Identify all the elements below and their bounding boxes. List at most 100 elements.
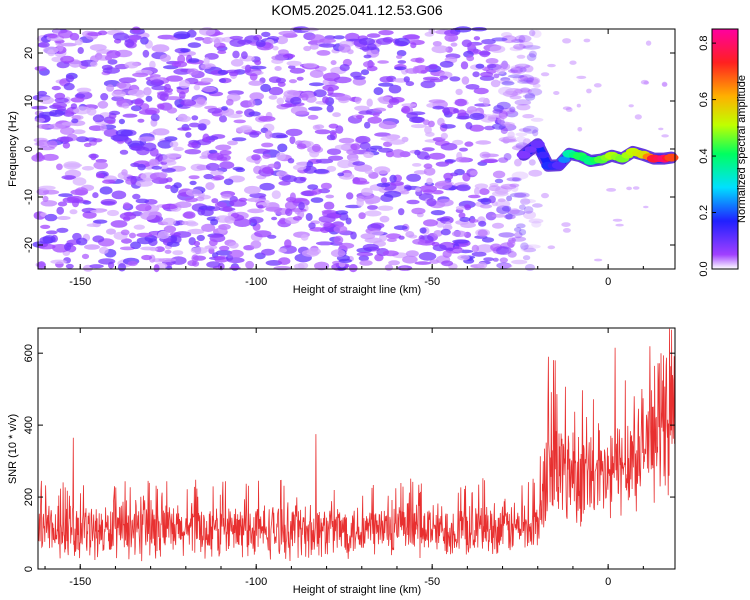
spectrogram-noise-blob	[334, 144, 351, 150]
spectrogram-speckle	[576, 75, 587, 79]
spectrogram-noise-blob	[217, 50, 227, 54]
spectrogram-noise-blob	[181, 220, 189, 226]
snr-line-path	[37, 328, 676, 562]
spectrogram-x-tick-label: 0	[605, 276, 611, 288]
spectrogram-noise-blob	[57, 43, 64, 52]
spectrogram-noise-blob	[314, 129, 331, 135]
spectrogram-noise-blob	[84, 244, 100, 250]
spectrogram-noise-blob	[377, 205, 394, 211]
spectrogram-noise-blob	[402, 255, 418, 264]
spectrogram-noise-blob	[51, 56, 64, 63]
spectrogram-noise-blob	[45, 230, 58, 235]
spectrogram-speckle	[562, 228, 571, 233]
spectrogram-x-tick-label: -50	[424, 276, 440, 288]
spectrogram-noise-blob	[92, 235, 105, 243]
spectrogram-noise-blob	[440, 142, 458, 151]
spectrogram-noise-blob	[227, 257, 245, 264]
spectrogram-noise-blob	[258, 115, 276, 122]
spectrogram-noise-blob	[370, 222, 385, 229]
spectrogram-noise-blob	[86, 223, 101, 227]
spectrogram-noise-blob	[203, 57, 210, 66]
spectrogram-noise-blob	[396, 50, 407, 57]
spectrogram-noise-blob	[526, 76, 541, 85]
spectrogram-noise-blob	[207, 108, 223, 114]
spectrogram-noise-blob	[354, 105, 370, 112]
spectrogram-noise-blob	[99, 246, 109, 254]
spectrogram-noise-blob	[166, 241, 180, 247]
spectrogram-noise-blob	[352, 180, 370, 185]
spectrogram-noise-blob	[200, 63, 212, 70]
spectrogram-noise-blob	[205, 162, 220, 171]
spectrogram-noise-blob	[337, 265, 347, 271]
spectrogram-noise-blob	[444, 33, 459, 42]
spectrogram-noise-blob	[100, 93, 109, 101]
spectrogram-noise-blob	[149, 247, 158, 252]
spectrogram-y-tick-label: 20	[23, 47, 35, 59]
spectrogram-noise-blob	[285, 208, 293, 216]
spectrogram-noise-blob	[130, 145, 146, 151]
spectrogram-noise-blob	[431, 241, 440, 247]
spectrogram-noise-blob	[277, 49, 289, 56]
spectrogram-noise-blob	[60, 55, 75, 64]
spectrogram-noise-blob	[427, 120, 435, 128]
snr-y-tick-label: 400	[23, 416, 35, 434]
spectrogram-noise-blob	[517, 79, 534, 85]
spectrogram-noise-blob	[511, 236, 527, 242]
spectrogram-noise-blob	[491, 37, 508, 42]
spectrogram-noise-blob	[388, 84, 402, 94]
spectrogram-noise-blob	[440, 132, 448, 140]
spectrogram-noise-blob	[51, 244, 68, 248]
spectrogram-noise-blob	[315, 158, 334, 164]
spectrogram-noise-blob	[278, 248, 287, 253]
spectrogram-noise-blob	[459, 147, 468, 152]
spectrogram-noise-blob	[90, 153, 97, 161]
spectrogram-noise-blob	[157, 140, 174, 149]
spectrogram-noise-blob	[56, 216, 71, 220]
spectrogram-noise-blob	[364, 210, 382, 217]
spectrogram-noise-blob	[389, 174, 397, 183]
spectrogram-noise-blob	[127, 89, 144, 96]
spectrogram-noise-blob	[514, 231, 523, 239]
spectrogram-noise-blob	[479, 50, 491, 58]
spectrogram-noise-blob	[415, 57, 425, 64]
spectrogram-noise-blob	[376, 182, 391, 188]
spectrogram-noise-blob	[189, 180, 197, 186]
spectrogram-noise-blob	[276, 170, 288, 176]
spectrogram-noise-blob	[478, 220, 487, 227]
spectrogram-noise-blob	[396, 54, 403, 59]
spectrogram-noise-blob	[248, 208, 259, 213]
spectrogram-speckle	[593, 83, 602, 88]
spectrogram-noise-blob	[254, 59, 262, 66]
spectrogram-noise-blob	[214, 201, 227, 208]
spectrogram-noise-blob	[419, 185, 438, 193]
spectrogram-noise-blob	[330, 249, 346, 258]
spectrogram-noise-blob	[442, 250, 452, 258]
spectrogram-speckle	[658, 127, 664, 131]
spectrogram-speckle	[615, 223, 624, 227]
spectrogram-noise-blob	[63, 161, 81, 170]
colorbar-tick-label: 0.2	[698, 205, 710, 220]
spectrogram-noise-blob	[325, 194, 335, 199]
spectrogram-noise-blob	[430, 210, 446, 216]
spectrogram-noise-blob	[326, 134, 336, 141]
spectrogram-noise-blob	[193, 240, 201, 247]
spectrogram-noise-blob	[356, 198, 365, 207]
spectrogram-noise-blob	[414, 261, 432, 265]
spectrogram-noise-blob	[58, 29, 73, 39]
spectrogram-noise-blob	[507, 131, 515, 139]
spectrogram-noise-blob	[473, 36, 481, 41]
spectrogram-noise-blob	[170, 234, 178, 244]
spectrogram-noise-blob	[95, 173, 105, 179]
spectrogram-noise-blob	[287, 158, 295, 164]
spectrogram-noise-blob	[311, 143, 321, 153]
spectrogram-noise-blob	[235, 167, 246, 173]
snr-x-tick-label: -50	[424, 576, 440, 588]
spectrogram-noise-blob	[422, 147, 435, 152]
spectrogram-noise-blob	[492, 257, 499, 262]
spectrogram-noise-blob	[372, 112, 380, 118]
signal-track-point	[516, 150, 531, 159]
spectrogram-noise-blob	[191, 254, 199, 262]
spectrogram-speckle	[547, 245, 556, 250]
spectrogram-noise-blob	[481, 39, 496, 45]
